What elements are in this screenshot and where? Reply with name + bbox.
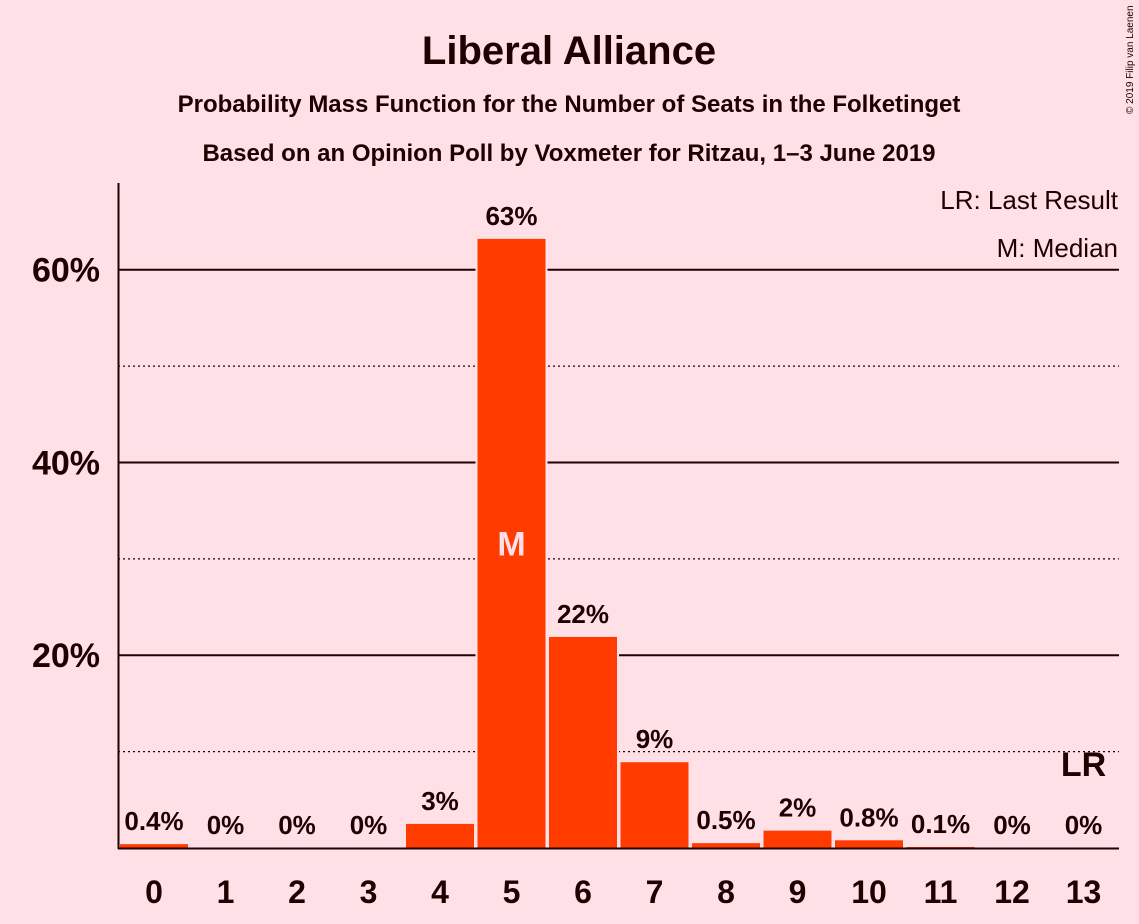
- bar-5: [477, 238, 546, 848]
- data-label-7: 9%: [636, 724, 674, 754]
- last-result-marker: LR: [1061, 746, 1106, 784]
- data-label-11: 0.1%: [911, 809, 970, 839]
- x-tick-label-2: 2: [288, 874, 306, 910]
- bar-outline-11: [904, 845, 977, 848]
- data-label-0: 0.4%: [124, 806, 183, 836]
- y-tick-label-60: 60%: [32, 252, 100, 290]
- bar-7: [620, 762, 689, 848]
- x-tick-label-6: 6: [574, 874, 592, 910]
- bar-4: [406, 823, 474, 848]
- chart-title: Liberal Alliance: [422, 29, 716, 73]
- x-tick-label-13: 13: [1066, 874, 1102, 910]
- legend-last-result: LR: Last Result: [940, 185, 1119, 215]
- median-marker: M: [497, 525, 525, 563]
- x-tick-label-1: 1: [217, 874, 235, 910]
- bar-9: [763, 830, 832, 848]
- x-tick-label-7: 7: [646, 874, 664, 910]
- bar-6: [549, 636, 617, 848]
- chart-subtitle: Probability Mass Function for the Number…: [178, 91, 961, 118]
- data-label-10: 0.8%: [839, 802, 898, 832]
- bar-0: [120, 844, 188, 848]
- x-tick-label-8: 8: [717, 874, 735, 910]
- x-tick-label-12: 12: [994, 874, 1030, 910]
- x-tick-label-0: 0: [145, 874, 163, 910]
- x-tick-label-11: 11: [924, 874, 958, 910]
- bar-8: [692, 843, 760, 848]
- data-label-8: 0.5%: [696, 805, 755, 835]
- data-label-2: 0%: [278, 810, 316, 840]
- x-tick-label-9: 9: [789, 874, 807, 910]
- x-tick-label-3: 3: [360, 874, 378, 910]
- legend-median: M: Median: [997, 233, 1118, 263]
- y-tick-label-40: 40%: [32, 444, 100, 482]
- data-label-13: 0%: [1065, 810, 1103, 840]
- data-label-9: 2%: [779, 793, 817, 823]
- data-label-5: 63%: [485, 201, 537, 231]
- x-tick-label-5: 5: [503, 874, 521, 910]
- chart-subtitle-poll: Based on an Opinion Poll by Voxmeter for…: [202, 140, 935, 167]
- y-tick-label-20: 20%: [32, 637, 100, 675]
- data-label-1: 0%: [207, 810, 245, 840]
- y-axis-ticks: 20% 40% 60%: [32, 252, 100, 676]
- x-axis-ticks: 0 1 2 3 4 5 6 7 8 9 10 11 12 13: [145, 874, 1101, 910]
- x-tick-label-10: 10: [851, 874, 887, 910]
- bars: [118, 236, 977, 848]
- data-labels: 0.4% 0% 0% 0% 3% 63% 22% 9% 0.5% 2% 0.8% 0.1% 0% 0% M L…: [124, 201, 1106, 840]
- x-tick-label-4: 4: [431, 874, 449, 910]
- data-label-6: 22%: [557, 599, 609, 629]
- bar-10: [835, 840, 903, 848]
- data-label-3: 0%: [350, 810, 388, 840]
- copyright-text: © 2019 Filip van Laenen: [1125, 5, 1136, 114]
- data-label-4: 3%: [421, 786, 459, 816]
- data-label-12: 0%: [993, 810, 1031, 840]
